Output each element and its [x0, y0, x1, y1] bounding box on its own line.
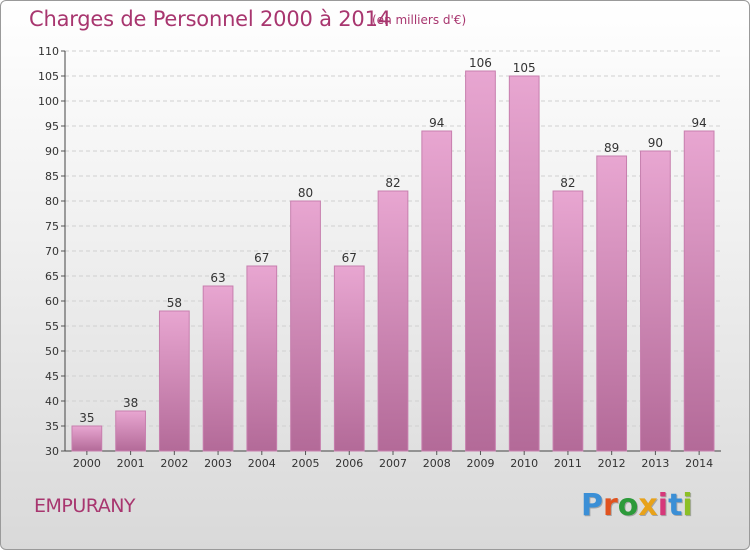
- data-label: 67: [342, 251, 357, 265]
- y-tick-label: 90: [45, 145, 59, 158]
- proxiti-logo: Proxiti: [581, 488, 693, 523]
- data-label: 94: [691, 116, 706, 130]
- data-label: 35: [79, 411, 94, 425]
- data-label: 106: [469, 56, 492, 70]
- data-label: 94: [429, 116, 444, 130]
- bar-2004: [246, 265, 278, 452]
- bar-2013: [640, 150, 671, 452]
- bar-2003: [202, 285, 234, 452]
- x-tick-label: 2011: [554, 457, 582, 470]
- y-tick-label: 65: [45, 270, 59, 283]
- y-tick-label: 40: [45, 395, 59, 408]
- data-label: 90: [648, 136, 663, 150]
- data-label: 58: [167, 296, 182, 310]
- bar-2011: [552, 190, 584, 452]
- bar-2008: [421, 130, 453, 452]
- x-tick-label: 2007: [379, 457, 407, 470]
- logo-letter: i: [682, 488, 693, 523]
- bar-2009: [465, 70, 496, 452]
- data-label: 38: [123, 396, 138, 410]
- y-tick-label: 95: [45, 120, 59, 133]
- x-tick-label: 2000: [73, 457, 101, 470]
- y-tick-label: 35: [45, 420, 59, 433]
- data-label: 80: [298, 186, 313, 200]
- bar-2001: [115, 410, 146, 452]
- y-tick-label: 110: [38, 45, 59, 58]
- x-tick-label: 2006: [335, 457, 363, 470]
- data-label: 63: [210, 271, 225, 285]
- bar-2002: [158, 310, 190, 452]
- logo-letter: i: [657, 488, 669, 523]
- y-tick-label: 105: [38, 70, 59, 83]
- data-label: 105: [513, 61, 536, 75]
- bar-2005: [290, 200, 321, 452]
- logo-letter: P: [581, 488, 603, 523]
- x-tick-label: 2008: [423, 457, 451, 470]
- data-label: 89: [604, 141, 619, 155]
- y-tick-label: 70: [45, 245, 59, 258]
- bar-2010: [508, 75, 540, 452]
- y-tick-label: 85: [45, 170, 59, 183]
- x-tick-label: 2013: [641, 457, 669, 470]
- data-label: 82: [560, 176, 575, 190]
- y-tick-label: 80: [45, 195, 59, 208]
- logo-letter: o: [617, 488, 639, 523]
- y-tick-label: 50: [45, 345, 59, 358]
- y-tick-label: 30: [45, 445, 59, 458]
- y-tick-label: 55: [45, 320, 59, 333]
- y-tick-label: 60: [45, 295, 59, 308]
- x-tick-label: 2012: [598, 457, 626, 470]
- bar-2006: [333, 265, 365, 452]
- bar-2014: [683, 130, 715, 452]
- logo-letter: t: [668, 488, 683, 523]
- y-tick-label: 100: [38, 95, 59, 108]
- x-tick-label: 2001: [117, 457, 145, 470]
- x-tick-label: 2014: [685, 457, 713, 470]
- data-label: 67: [254, 251, 269, 265]
- x-tick-label: 2004: [248, 457, 276, 470]
- y-tick-label: 75: [45, 220, 59, 233]
- chart-title: Charges de Personnel 2000 à 2014: [29, 7, 391, 31]
- bar-2000: [71, 425, 103, 452]
- x-tick-label: 2010: [510, 457, 538, 470]
- bar-2012: [596, 155, 628, 452]
- x-tick-label: 2005: [292, 457, 320, 470]
- data-label: 82: [385, 176, 400, 190]
- logo-letter: r: [603, 488, 618, 523]
- bar-2007: [377, 190, 409, 452]
- x-tick-label: 2003: [204, 457, 232, 470]
- x-tick-label: 2002: [160, 457, 188, 470]
- place-name: EMPURANY: [34, 495, 136, 517]
- x-tick-label: 2009: [466, 457, 494, 470]
- y-tick-label: 45: [45, 370, 59, 383]
- chart-unit: (en milliers d'€): [372, 13, 467, 27]
- logo-letter: x: [638, 488, 658, 523]
